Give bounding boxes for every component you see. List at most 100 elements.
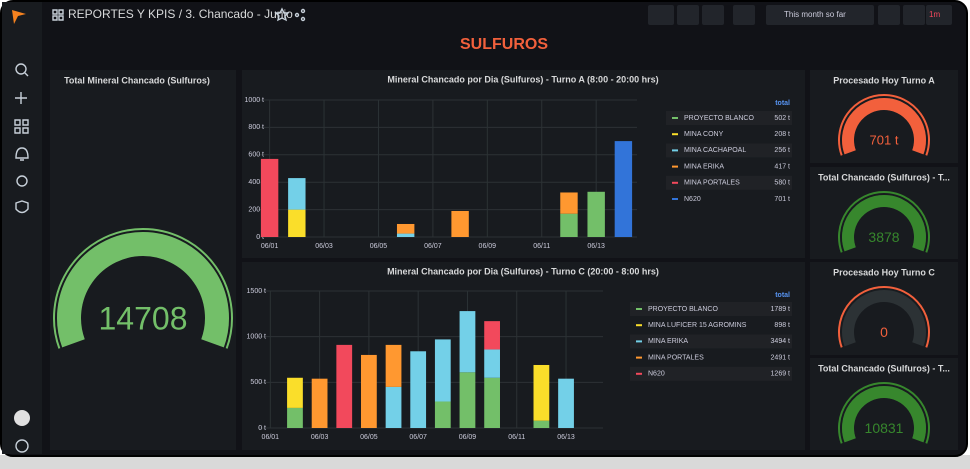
bar-segment bbox=[434, 401, 451, 428]
time-picker[interactable] bbox=[766, 5, 874, 25]
panel-title: Total Chancado (Sulfuros) - T... bbox=[818, 363, 950, 373]
logo[interactable] bbox=[12, 10, 26, 24]
legend-row bbox=[630, 302, 792, 316]
breadcrumb[interactable]: REPORTES Y KPIS / 3. Chancado - Junio bbox=[68, 7, 293, 21]
x-tick-label: 06/09 bbox=[479, 243, 497, 250]
x-tick-label: 06/07 bbox=[424, 243, 442, 250]
gauge-threshold bbox=[838, 94, 930, 156]
legend-row bbox=[666, 111, 792, 125]
share-icon[interactable] bbox=[294, 8, 306, 22]
gauge-threshold bbox=[838, 191, 930, 253]
x-tick-label: 06/13 bbox=[557, 434, 575, 441]
gauge-value: 14708 bbox=[99, 301, 188, 337]
panel-title: Total Mineral Chancado (Sulfuros) bbox=[64, 75, 210, 85]
x-tick-label: 06/01 bbox=[261, 243, 279, 250]
bar-segment bbox=[311, 378, 328, 428]
refresh-interval[interactable] bbox=[926, 5, 952, 25]
x-tick-label: 06/09 bbox=[459, 434, 477, 441]
x-tick-label: 06/01 bbox=[262, 434, 280, 441]
gauge-arc bbox=[842, 386, 926, 443]
panel-title: Total Chancado (Sulfuros) - T... bbox=[818, 172, 950, 182]
legend-name: MINA CACHAPOAL bbox=[684, 147, 746, 154]
bar-segment bbox=[587, 191, 605, 237]
x-tick-label: 06/03 bbox=[315, 243, 333, 250]
sidebar-icons bbox=[14, 63, 30, 453]
help-icon[interactable] bbox=[15, 439, 29, 453]
y-tick-label: 400 t bbox=[248, 179, 264, 186]
refresh-interval-text[interactable]: 1m bbox=[929, 10, 940, 19]
section-title: SULFUROS bbox=[460, 36, 548, 53]
create-icon[interactable] bbox=[15, 92, 27, 104]
legend-name: PROYECTO BLANCO bbox=[684, 115, 754, 122]
search-icon[interactable] bbox=[15, 63, 27, 75]
bar-segment bbox=[385, 344, 402, 387]
bar-segment bbox=[560, 192, 578, 214]
legend-header: total bbox=[775, 292, 790, 299]
legend-total: 502 t bbox=[774, 115, 790, 122]
bar-segment bbox=[260, 158, 279, 237]
legend-name: MINA LUFICER 15 AGROMINS bbox=[648, 322, 747, 329]
add-panel-button[interactable] bbox=[648, 5, 674, 25]
gauge-value: 10831 bbox=[865, 420, 904, 436]
tv-button[interactable] bbox=[733, 5, 755, 25]
y-tick-label: 1000 t bbox=[245, 97, 265, 104]
legend-total: 1269 t bbox=[771, 371, 791, 378]
y-tick-label: 800 t bbox=[248, 124, 264, 131]
bar-segment bbox=[336, 344, 353, 428]
star-icon[interactable] bbox=[274, 7, 290, 22]
bar-segment bbox=[614, 141, 633, 237]
x-tick-label: 06/05 bbox=[370, 243, 388, 250]
bar-segment bbox=[459, 311, 476, 373]
bar-segment bbox=[533, 420, 550, 428]
legend-name: MINA ERIKA bbox=[648, 338, 688, 345]
shield-icon[interactable] bbox=[15, 200, 29, 214]
panel-title: Mineral Chancado por Dia (Sulfuros) - Tu… bbox=[387, 74, 658, 84]
legend-row bbox=[666, 143, 792, 158]
legend-row bbox=[630, 366, 792, 381]
refresh-button[interactable] bbox=[903, 5, 925, 25]
dashboards-icon[interactable] bbox=[14, 119, 29, 134]
bar-segment bbox=[410, 351, 427, 428]
legend-header: total bbox=[775, 100, 790, 107]
gauge-arc bbox=[842, 98, 926, 155]
legend-name: MINA PORTALES bbox=[648, 354, 704, 361]
bar-segment bbox=[396, 223, 415, 234]
legend-total: 256 t bbox=[774, 147, 790, 154]
legend-total: 580 t bbox=[774, 180, 790, 187]
legend-total: 898 t bbox=[774, 322, 790, 329]
time-range[interactable]: This month so far bbox=[784, 10, 846, 19]
x-tick-label: 06/07 bbox=[409, 434, 427, 441]
legend-row bbox=[630, 334, 792, 349]
panel bbox=[810, 167, 958, 259]
legend-name: MINA CONY bbox=[684, 131, 724, 138]
bar-segment bbox=[560, 213, 578, 237]
x-tick-label: 06/03 bbox=[311, 434, 329, 441]
legend-total: 701 t bbox=[774, 196, 790, 203]
y-tick-label: 0 t bbox=[256, 234, 264, 241]
grid-icon bbox=[52, 9, 64, 21]
settings-button[interactable] bbox=[702, 5, 724, 25]
bar-segment bbox=[558, 378, 574, 428]
legend-total: 3494 t bbox=[771, 338, 791, 345]
legend-total: 2491 t bbox=[771, 354, 791, 361]
gauge-arc bbox=[842, 195, 926, 252]
panel bbox=[50, 70, 236, 450]
avatar[interactable] bbox=[14, 410, 30, 426]
settings-icon[interactable] bbox=[16, 175, 28, 187]
legend-name: N620 bbox=[648, 371, 665, 378]
gauge-threshold bbox=[53, 228, 233, 349]
legend-total: 1789 t bbox=[771, 306, 791, 313]
bar-segment bbox=[484, 349, 500, 378]
bar-segment bbox=[434, 339, 451, 402]
panel bbox=[810, 358, 958, 450]
gauge-value: 0 bbox=[880, 324, 888, 340]
bottom-strip bbox=[0, 455, 970, 469]
zoom-button[interactable] bbox=[878, 5, 900, 25]
legend-name: MINA ERIKA bbox=[684, 163, 724, 170]
x-tick-label: 06/11 bbox=[533, 243, 550, 250]
legend-name: MINA PORTALES bbox=[684, 180, 740, 187]
save-button[interactable] bbox=[677, 5, 699, 25]
bar-segment bbox=[533, 364, 550, 421]
alert-icon[interactable] bbox=[15, 147, 29, 161]
x-tick-label: 06/13 bbox=[587, 243, 605, 250]
